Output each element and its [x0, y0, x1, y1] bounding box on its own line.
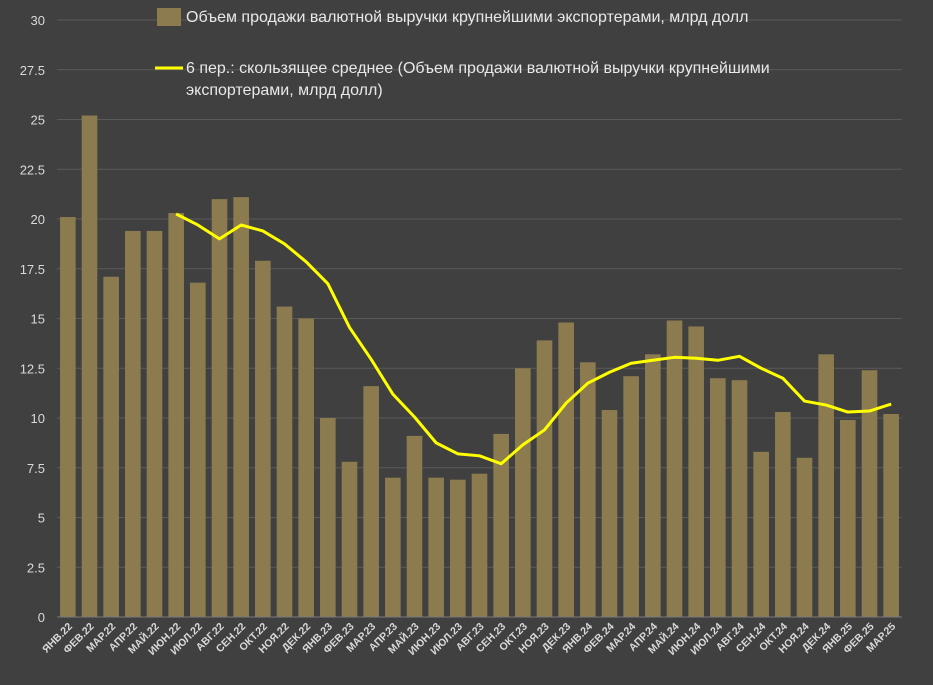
y-tick-label: 0	[38, 610, 45, 625]
bar	[471, 473, 488, 617]
bar	[666, 320, 683, 617]
bar	[775, 412, 791, 617]
bar	[450, 479, 466, 617]
bar	[536, 340, 553, 617]
bar	[168, 213, 184, 617]
y-tick-label: 30	[31, 13, 45, 28]
bar	[601, 410, 618, 617]
legend: Объем продажи валютной выручки крупнейши…	[155, 8, 774, 99]
legend-label-line: 6 пер.: скользящее среднее (Объем продаж…	[186, 60, 774, 99]
bar	[146, 230, 163, 617]
x-axis: ЯНВ.22ФЕВ.22МАР.22АПР.22МАЙ.22ИЮН.22ИЮЛ.…	[40, 616, 902, 658]
bar	[883, 414, 899, 617]
moving-average-series	[175, 212, 892, 466]
bar	[276, 306, 293, 617]
legend-label-line-1: 6 пер.: скользящее среднее (Объем продаж…	[186, 60, 770, 77]
bar	[428, 477, 444, 617]
bar	[60, 217, 76, 617]
bar	[580, 362, 596, 617]
bar	[125, 230, 141, 617]
bar	[861, 370, 878, 617]
bar	[818, 354, 834, 617]
bar	[341, 461, 358, 617]
bar	[103, 276, 119, 617]
y-tick-label: 2.5	[27, 560, 45, 575]
y-tick-label: 20	[31, 212, 45, 227]
legend-label-line-2: экспортерами, млрд долл)	[186, 82, 383, 99]
bar	[731, 380, 748, 617]
y-tick-label: 17.5	[20, 262, 45, 277]
bar	[493, 433, 509, 617]
legend-swatch-bar	[157, 8, 181, 26]
y-tick-label: 5	[38, 511, 45, 526]
y-tick-label: 12.5	[20, 361, 45, 376]
bar	[190, 282, 206, 617]
bar	[840, 419, 856, 617]
bar	[233, 197, 249, 618]
bar	[81, 115, 98, 618]
bar	[255, 260, 271, 617]
bar	[710, 378, 726, 617]
bar-series	[60, 115, 899, 618]
bar	[298, 318, 314, 617]
y-tick-label: 10	[31, 411, 45, 426]
bar	[320, 418, 336, 617]
bar	[623, 376, 639, 617]
y-tick-label: 25	[31, 113, 45, 128]
legend-label-bar: Объем продажи валютной выручки крупнейши…	[186, 9, 748, 26]
bar	[515, 368, 531, 617]
y-tick-label: 15	[31, 312, 45, 327]
bar	[753, 451, 769, 617]
y-axis: 0 2.5 5 7.5 10 12.5 15 17.5 20 22.5 25 27.5 30	[20, 13, 45, 625]
y-tick-label: 7.5	[27, 461, 45, 476]
bar	[688, 326, 704, 617]
bar	[645, 354, 661, 617]
y-tick-label: 27.5	[20, 63, 45, 78]
moving-average-line	[175, 212, 892, 466]
bar	[406, 435, 423, 617]
bar	[558, 322, 574, 617]
bar	[385, 477, 401, 617]
bar	[363, 386, 379, 617]
bar	[211, 199, 228, 617]
y-tick-label: 22.5	[20, 162, 45, 177]
bar	[796, 457, 813, 617]
